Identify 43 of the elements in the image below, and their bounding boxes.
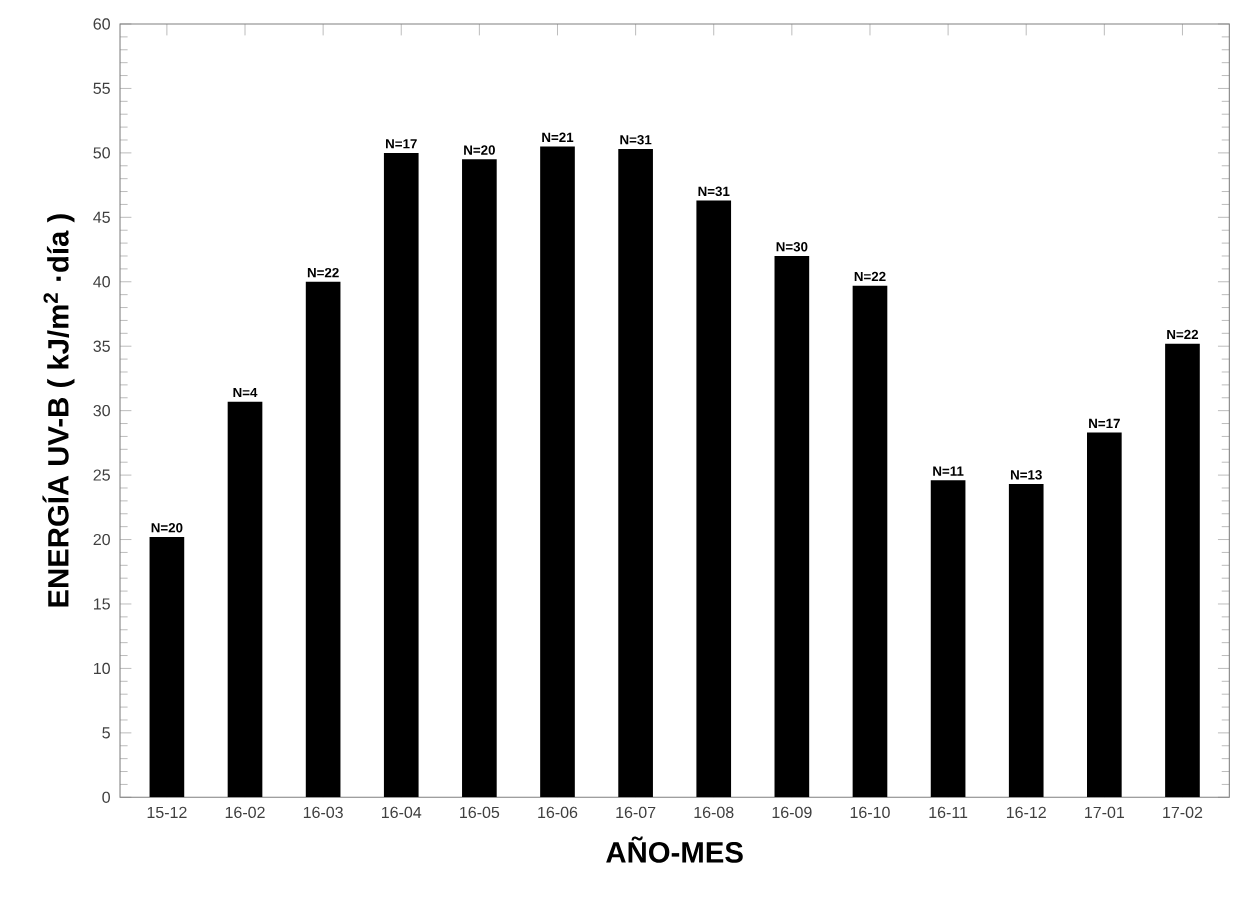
x-tick-label: 16-03 [303,806,343,819]
bar [1165,343,1200,798]
x-tick-label: 17-02 [1163,806,1203,819]
x-tick-label: 16-08 [694,806,734,819]
bar [774,255,810,798]
x-axis-title: AÑO-MES [606,836,743,863]
bar [383,152,419,798]
bar [462,159,497,798]
bar [1008,484,1044,798]
bar [149,536,185,798]
x-tick-label: 16-05 [460,806,500,819]
bar [930,480,966,798]
x-tick-label: 16-12 [1006,806,1046,819]
x-tick-label: 16-04 [382,806,422,819]
x-tick-label: 16-11 [929,806,968,819]
y-tick-label: 25 [93,469,110,481]
y-tick-label: 45 [93,211,110,223]
y-tick-label: 35 [93,340,110,352]
x-tick-label: 16-06 [538,806,578,819]
y-tick-label: 60 [93,18,110,30]
x-tick-label: 17-01 [1085,806,1125,819]
x-tick-label: 16-10 [850,806,890,819]
x-tick-label: 16-07 [616,806,656,819]
bar [305,281,341,798]
y-tick-label: 55 [93,82,110,95]
bar [540,146,575,798]
y-tick-label: 10 [94,662,110,675]
x-tick-label: 16-09 [772,806,812,819]
y-tick-label: 50 [93,147,110,159]
y-tick-label: 20 [93,533,110,546]
bar [618,149,653,798]
bar [696,200,732,798]
x-tick-label: 15-12 [147,806,187,819]
y-tick-label: 40 [93,276,110,288]
y-tick-label: 15 [94,598,110,610]
y-axis-title: ENERGÍA UV-B ( kJ/m$^{2}$ ·día ) [42,214,75,607]
bar [227,401,263,798]
y-tick-label: 30 [93,404,110,417]
x-tick-label: 16-02 [225,806,265,819]
y-tick-label: 5 [102,727,110,739]
bar [1087,432,1122,798]
bar [852,285,888,798]
y-tick-label: 0 [102,791,110,803]
